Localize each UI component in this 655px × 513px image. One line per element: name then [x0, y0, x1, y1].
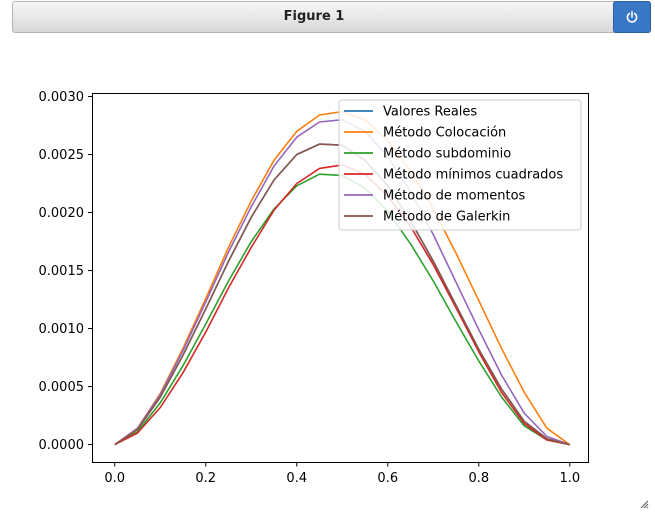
x-tick-label: 0.4 — [286, 471, 307, 486]
x-tick-label: 0.8 — [468, 471, 489, 486]
x-tick-label: 0.2 — [195, 471, 216, 486]
x-axis-ticks: 0.0 0.2 0.4 0.6 0.8 1.0 — [104, 462, 580, 486]
power-icon — [626, 10, 638, 23]
legend-label-2: Método subdominio — [383, 147, 511, 162]
legend-label-5: Método de Galerkin — [383, 210, 510, 225]
x-tick-label: 0.0 — [104, 471, 125, 486]
legend: Valores Reales Método Colocación Método su… — [338, 99, 582, 231]
legend-box — [338, 99, 582, 231]
y-tick-label: 0.0020 — [39, 206, 85, 221]
window-titlebar: Figure 1 — [12, 1, 651, 33]
legend-label-4: Método de momentos — [383, 189, 526, 204]
y-tick-label: 0.0010 — [39, 322, 85, 337]
y-axis-ticks: 0.0000 0.0005 0.0010 0.0015 0.0020 0.0025 0.00… — [39, 90, 93, 453]
window-title: Figure 1 — [283, 9, 345, 24]
axes-frame — [92, 93, 589, 463]
y-tick-label: 0.0005 — [39, 380, 85, 395]
x-tick-label: 0.6 — [377, 471, 398, 486]
x-tick-label: 1.0 — [559, 471, 580, 486]
y-tick-label: 0.0015 — [39, 264, 85, 279]
power-button[interactable] — [613, 1, 651, 33]
resize-grip-icon[interactable] — [640, 500, 649, 509]
y-tick-label: 0.0030 — [39, 90, 85, 105]
legend-label-1: Método Colocación — [383, 126, 506, 141]
y-tick-label: 0.0025 — [39, 148, 85, 163]
y-tick-label: 0.0000 — [39, 438, 85, 453]
legend-label-3: Método mínimos cuadrados — [383, 168, 563, 183]
legend-label-0: Valores Reales — [383, 105, 477, 120]
